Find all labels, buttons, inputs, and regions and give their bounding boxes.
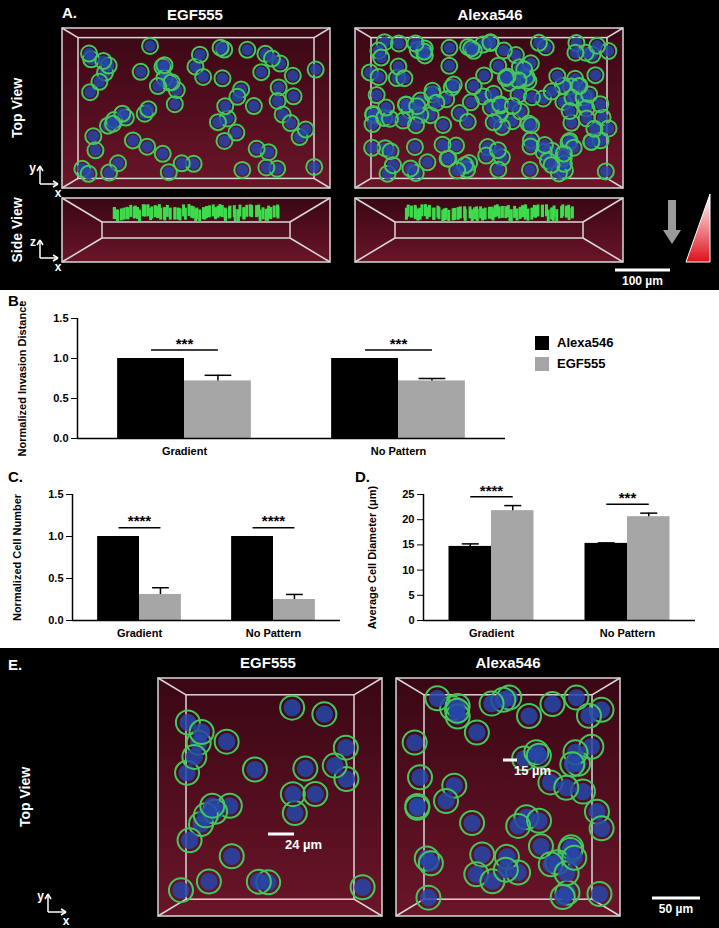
svg-text:0.0: 0.0 <box>53 432 68 444</box>
svg-text:***: *** <box>619 489 637 506</box>
html-text:B.: B. <box>8 292 23 309</box>
svg-text:EGF555: EGF555 <box>240 654 296 671</box>
svg-text:Side View: Side View <box>9 197 25 262</box>
svg-text:0: 0 <box>408 614 414 626</box>
svg-text:Top View: Top View <box>17 767 33 827</box>
svg-text:Top View: Top View <box>9 78 25 138</box>
svg-text:1.0: 1.0 <box>48 530 63 542</box>
svg-text:Gradient: Gradient <box>469 627 515 639</box>
svg-text:z: z <box>30 235 36 249</box>
html-text:EGF555: EGF555 <box>557 356 606 371</box>
svg-text:15 µm: 15 µm <box>514 763 551 778</box>
svg-text:x: x <box>55 260 62 274</box>
svg-text:y: y <box>37 889 44 903</box>
html-text:D.: D. <box>355 468 370 485</box>
svg-text:1.5: 1.5 <box>48 488 63 500</box>
svg-text:***: *** <box>390 335 408 352</box>
svg-text:0.5: 0.5 <box>48 572 63 584</box>
svg-text:0.5: 0.5 <box>53 392 68 404</box>
svg-text:50 µm: 50 µm <box>659 902 693 916</box>
svg-text:0.0: 0.0 <box>48 614 63 626</box>
html-text:Alexa546: Alexa546 <box>557 335 614 350</box>
svg-text:EGF555: EGF555 <box>167 6 223 23</box>
html-text:C.: C. <box>8 468 23 485</box>
svg-text:x: x <box>63 914 70 928</box>
svg-text:15: 15 <box>402 538 414 550</box>
svg-text:E.: E. <box>8 656 22 673</box>
svg-text:****: **** <box>480 482 504 499</box>
svg-text:****: **** <box>128 512 152 529</box>
svg-text:No Pattern: No Pattern <box>371 445 427 457</box>
svg-text:Alexa546: Alexa546 <box>475 654 540 671</box>
svg-text:A.: A. <box>62 4 77 21</box>
svg-text:Normalized Invasion Distance: Normalized Invasion Distance <box>16 301 28 457</box>
svg-text:Average Cell Diameter (μm): Average Cell Diameter (μm) <box>366 486 378 630</box>
svg-text:Gradient: Gradient <box>162 445 208 457</box>
svg-text:Gradient: Gradient <box>117 627 163 639</box>
svg-text:****: **** <box>262 512 286 529</box>
svg-text:No Pattern: No Pattern <box>246 627 302 639</box>
svg-text:Normalized Cell Number: Normalized Cell Number <box>11 493 23 621</box>
svg-text:x: x <box>55 186 62 200</box>
svg-text:20: 20 <box>402 513 414 525</box>
svg-text:5: 5 <box>408 589 414 601</box>
svg-text:***: *** <box>176 335 194 352</box>
svg-text:1.5: 1.5 <box>53 312 68 324</box>
svg-text:25: 25 <box>402 488 414 500</box>
svg-text:Alexa546: Alexa546 <box>457 6 522 23</box>
svg-text:1.0: 1.0 <box>53 352 68 364</box>
svg-text:24 µm: 24 µm <box>285 837 322 852</box>
svg-text:No Pattern: No Pattern <box>600 627 656 639</box>
svg-text:100 µm: 100 µm <box>622 274 663 288</box>
svg-text:y: y <box>29 161 36 175</box>
svg-text:10: 10 <box>402 564 414 576</box>
